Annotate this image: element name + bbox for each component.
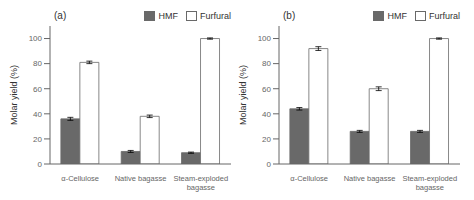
svg-text:20: 20 [33, 135, 42, 144]
svg-text:Native bagasse: Native bagasse [115, 174, 167, 183]
svg-text:40: 40 [262, 110, 271, 119]
svg-text:0: 0 [38, 160, 43, 169]
html-text:Furfural: Furfural [429, 10, 460, 21]
svg-text:20: 20 [262, 135, 271, 144]
svg-text:60: 60 [262, 85, 271, 94]
svg-text:Native bagasse: Native bagasse [344, 174, 396, 183]
svg-text:100: 100 [258, 34, 272, 43]
html-text:Furfural: Furfural [200, 10, 231, 21]
svg-text:80: 80 [262, 59, 271, 68]
svg-text:Molar yield (%): Molar yield (%) [9, 65, 19, 125]
svg-text:60: 60 [33, 85, 42, 94]
svg-text:40: 40 [33, 110, 42, 119]
svg-text:0: 0 [267, 160, 272, 169]
html-text:(b): (b) [283, 10, 296, 21]
svg-text:Steam-explodedbagasse: Steam-explodedbagasse [174, 174, 229, 192]
html-text:HMF: HMF [387, 10, 407, 21]
html-text:HMF: HMF [158, 10, 178, 21]
svg-text:α-Cellulose: α-Cellulose [61, 174, 99, 183]
svg-text:α-Cellulose: α-Cellulose [290, 174, 328, 183]
svg-text:80: 80 [33, 59, 42, 68]
svg-text:Steam-explodedbagasse: Steam-explodedbagasse [403, 174, 458, 192]
svg-text:100: 100 [29, 34, 43, 43]
svg-text:Molar yield (%): Molar yield (%) [238, 65, 248, 125]
html-text:(a): (a) [54, 10, 67, 21]
